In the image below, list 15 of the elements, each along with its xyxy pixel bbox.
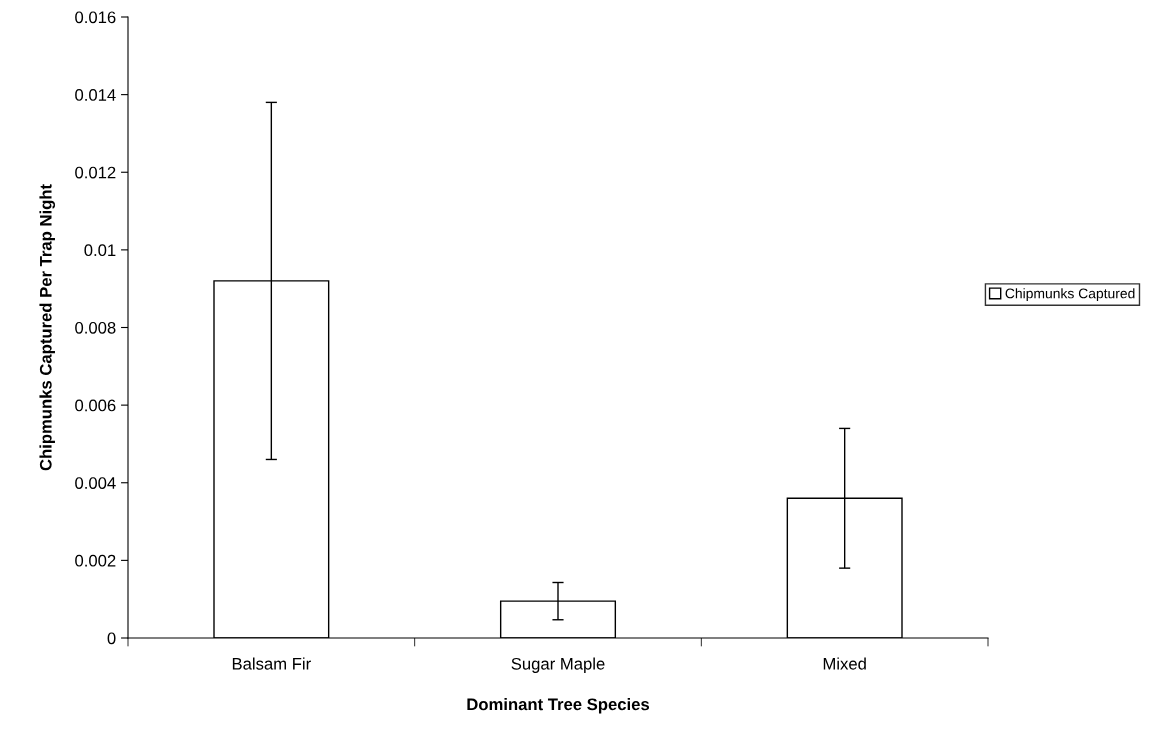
y-axis-title: Chipmunks Captured Per Trap Night [39,184,56,471]
y-tick-label: 0.004 [75,477,116,489]
y-tick-label: 0.016 [75,11,116,24]
y-tick-label: 0.008 [75,321,116,334]
y-tick-label: 0.014 [75,89,116,101]
legend-label: Chipmunks Captured [1005,288,1135,302]
y-tick-label: 0.01 [84,244,116,257]
y-tick-label: 0.002 [75,554,116,567]
x-tick-label: Mixed [823,657,866,670]
y-tick-label: 0.006 [75,399,116,412]
y-tick-label: 0 [107,632,116,645]
x-axis-title: Dominant Tree Species [467,697,650,714]
y-tick-label: 0.012 [75,166,116,179]
x-tick-label: Balsam Fir [232,657,311,670]
x-tick-label: Sugar Maple [511,657,605,673]
